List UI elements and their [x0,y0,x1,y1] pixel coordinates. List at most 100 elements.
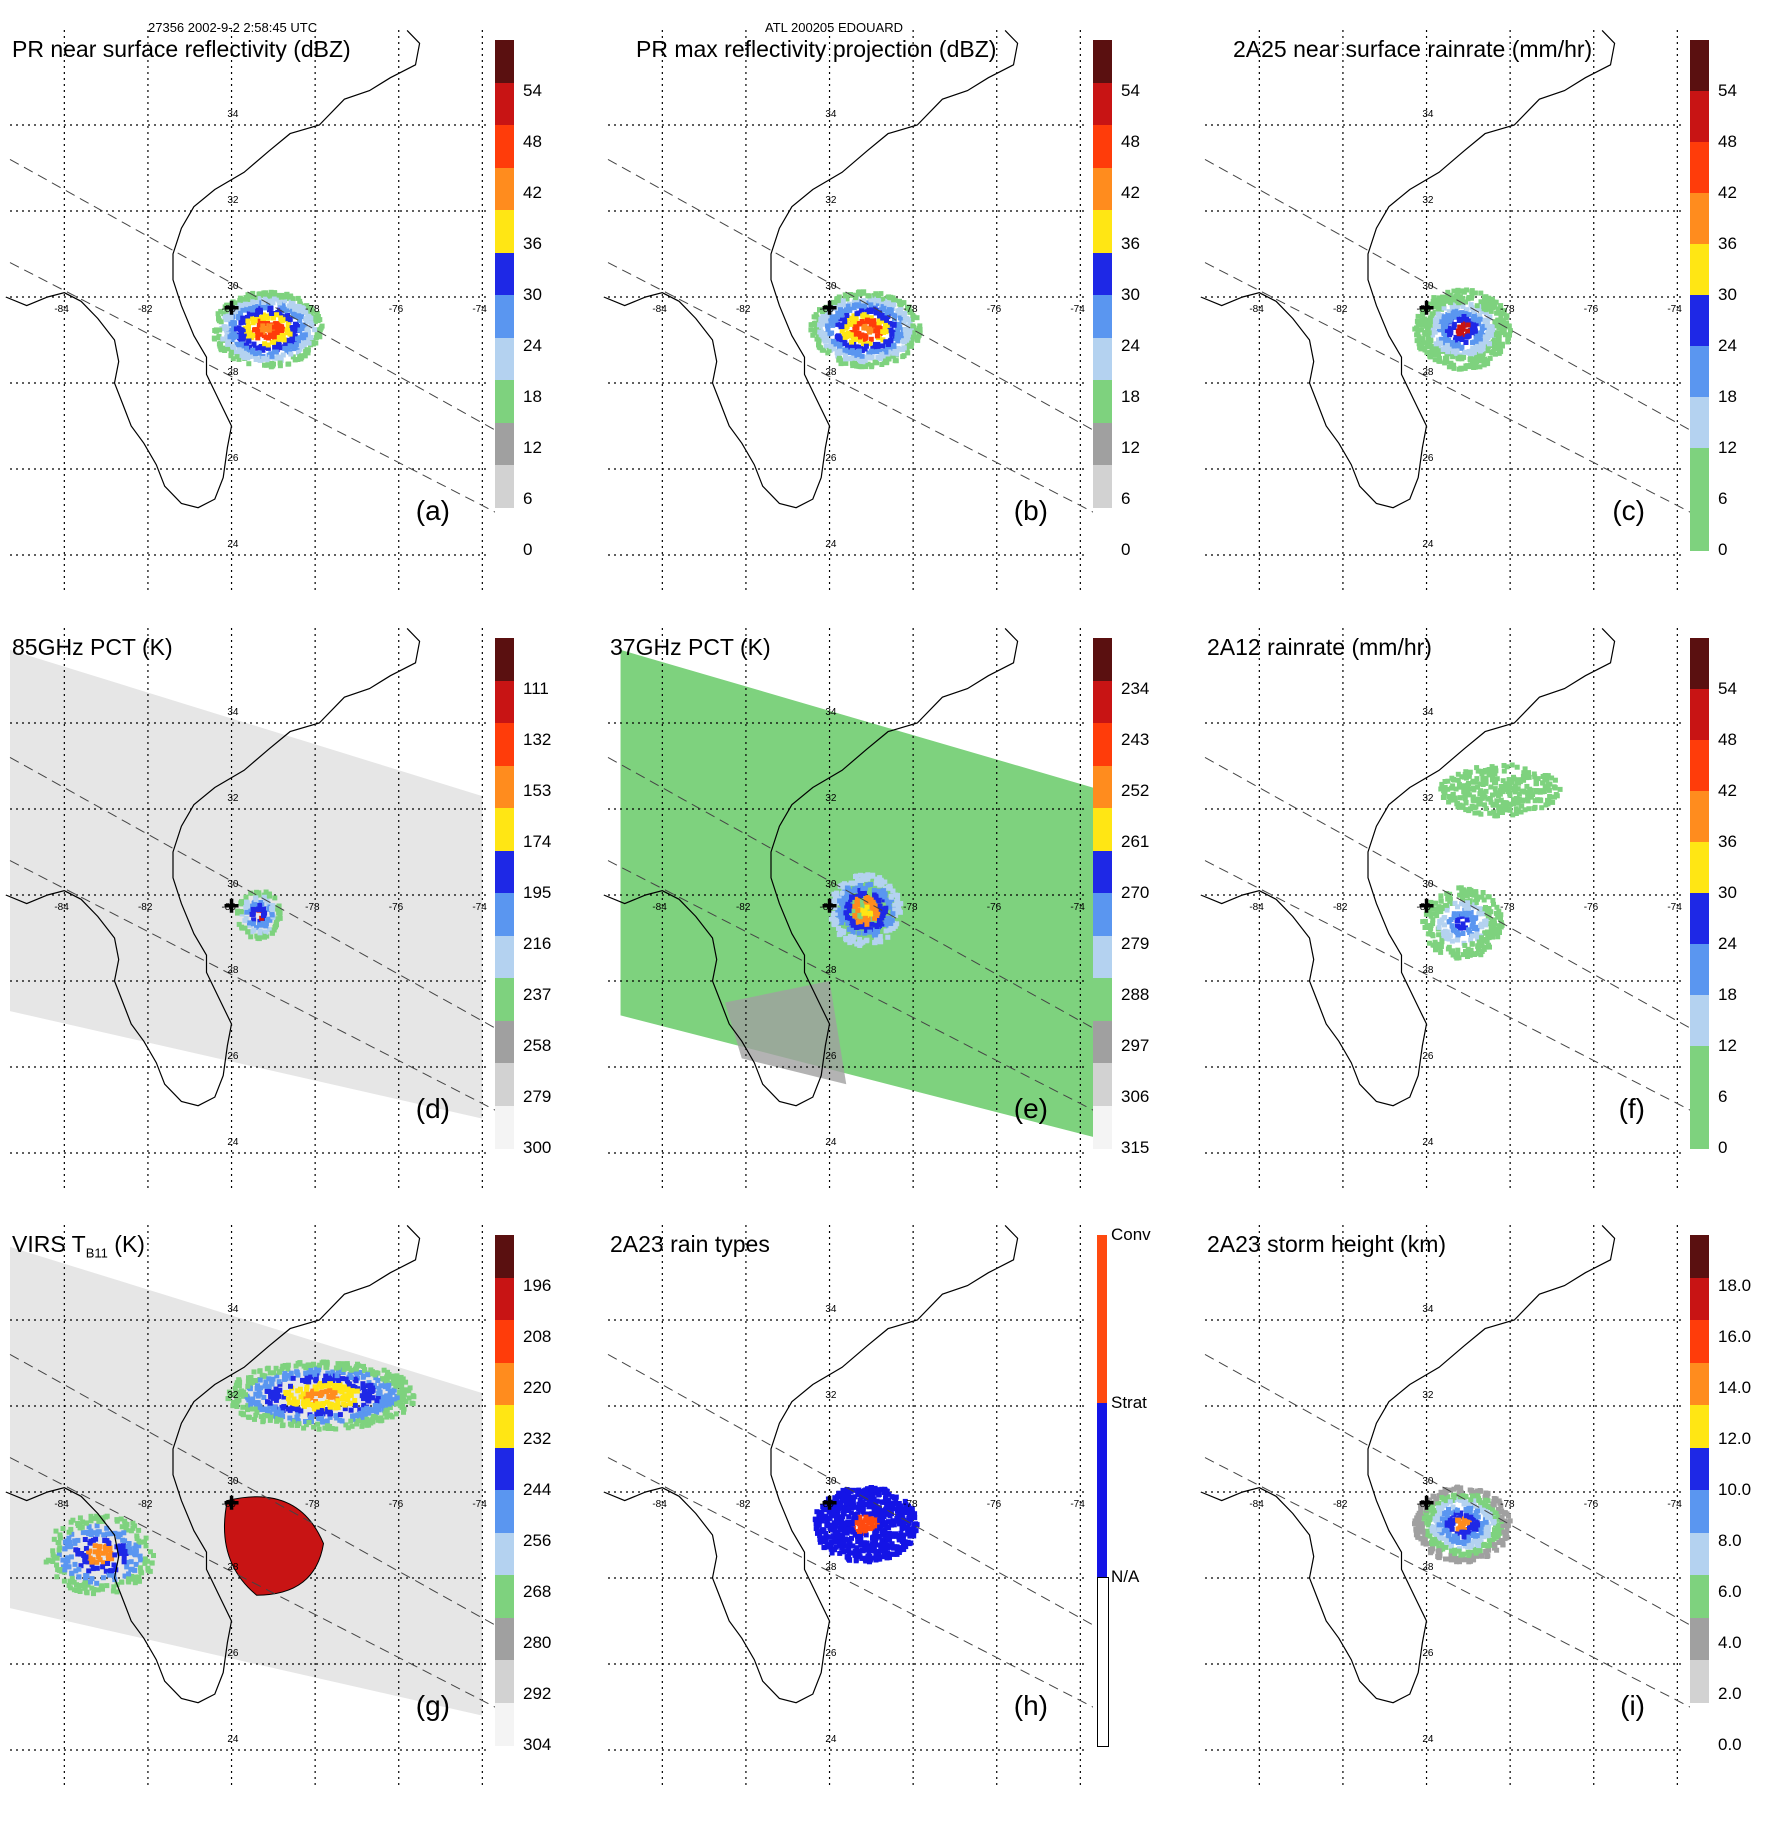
colorbar-segment [1690,1046,1709,1098]
lat-label: 28 [1422,367,1434,378]
lat-label: 24 [825,539,837,550]
lat-label: 30 [825,281,837,292]
lat-label: 26 [1422,1051,1434,1062]
lat-label: 24 [227,539,239,550]
colorbar-tick-label: 18 [523,387,542,407]
colorbar-segment [1093,1021,1112,1064]
lon-label: -80 [820,304,835,315]
colorbar-segment [1690,1575,1709,1618]
colorbar-tick-label: 16.0 [1718,1327,1751,1347]
colorbar-segment [495,766,514,809]
lon-label: -84 [1249,902,1264,913]
lon-label: -76 [1584,304,1599,315]
colorbar-tick-label: Strat [1111,1393,1147,1413]
colorbar-segment [1093,851,1112,894]
lat-label: 24 [1422,1734,1434,1745]
colorbar-tick-label: 12 [1718,1036,1737,1056]
colorbar-segment [495,1063,514,1106]
lon-label: -74 [1667,902,1682,913]
colorbar-tick-label: 42 [523,183,542,203]
colorbar-tick-label: 42 [1718,183,1737,203]
panel-label: (f) [1619,1093,1645,1125]
lat-label: 32 [1422,793,1434,804]
colorbar-segment [1093,808,1112,851]
colorbar-tick-label: 0 [1121,540,1130,560]
colorbar-segment [1093,210,1112,253]
colorbar-segment [495,40,514,83]
colorbar-tick-label: 18 [1121,387,1140,407]
panel-label: (g) [416,1690,450,1722]
panel-title: 2A25 near surface rainrate (mm/hr) [1233,36,1592,63]
colorbar-tick-label: 4.0 [1718,1633,1742,1653]
colorbar-segment [1093,253,1112,296]
lon-label: -74 [472,1499,487,1510]
lon-label: -78 [903,902,918,913]
colorbar-tick-label: 6 [1718,1087,1727,1107]
lat-label: 28 [227,965,239,976]
colorbar-segment [495,253,514,296]
lat-label: 34 [227,109,239,120]
colorbar-segment [495,808,514,851]
lon-label: -74 [1667,1499,1682,1510]
lon-label: -82 [138,304,153,315]
lon-label: -84 [54,1499,69,1510]
colorbar-segment [495,83,514,126]
colorbar-tick-label: 54 [1718,81,1737,101]
lat-label: 24 [1422,539,1434,550]
colorbar-tick-label: 315 [1121,1138,1149,1158]
colorbar-segment [1093,681,1112,724]
colorbar-segment [495,893,514,936]
colorbar-tick-label: 6.0 [1718,1582,1742,1602]
colorbar-tick-label: 132 [523,730,551,750]
colorbar-tick-label: 12 [523,438,542,458]
lon-label: -78 [1500,304,1515,315]
lat-label: 30 [1422,1476,1434,1487]
colorbar-segment [1690,397,1709,449]
colorbar-tick-label: 297 [1121,1036,1149,1056]
panel-label: (d) [416,1093,450,1125]
colorbar-segment [495,1618,514,1661]
colorbar-tick-label: 280 [523,1633,551,1653]
panel-label: (e) [1014,1093,1048,1125]
lat-label: 34 [1422,707,1434,718]
colorbar-tick-label: 216 [523,934,551,954]
lon-label: -78 [305,304,320,315]
colorbar-segment [1690,1490,1709,1533]
lat-label: 26 [825,453,837,464]
lat-label: 32 [1422,195,1434,206]
colorbar-tick-label: 306 [1121,1087,1149,1107]
colorbar-segment [1690,1533,1709,1576]
colorbar-tick-label: 174 [523,832,551,852]
lon-label: -76 [1584,1499,1599,1510]
lon-label: -80 [820,902,835,913]
colorbar-tick-label: 42 [1121,183,1140,203]
colorbar-tick-label: 12 [1121,438,1140,458]
lat-label: 30 [825,879,837,890]
colorbar-tick-label: 42 [1718,781,1737,801]
colorbar-segment [1093,1063,1112,1106]
colorbar-segment [1690,791,1709,843]
colorbar-segment [1093,338,1112,381]
lon-label: -84 [54,304,69,315]
colorbar-tick-label: 279 [523,1087,551,1107]
panel-title: 37GHz PCT (K) [610,634,771,661]
colorbar-segment [1690,995,1709,1047]
lon-label: -82 [1333,304,1348,315]
colorbar-tick-label: 270 [1121,883,1149,903]
colorbar-tick-label: 256 [523,1531,551,1551]
lon-label: -84 [652,304,667,315]
lat-label: 28 [1422,965,1434,976]
coastline [604,1225,1018,1702]
colorbar-segment [495,1235,514,1278]
colorbar-segment [495,936,514,979]
lat-label: 32 [227,793,239,804]
colorbar-segment [1690,193,1709,245]
